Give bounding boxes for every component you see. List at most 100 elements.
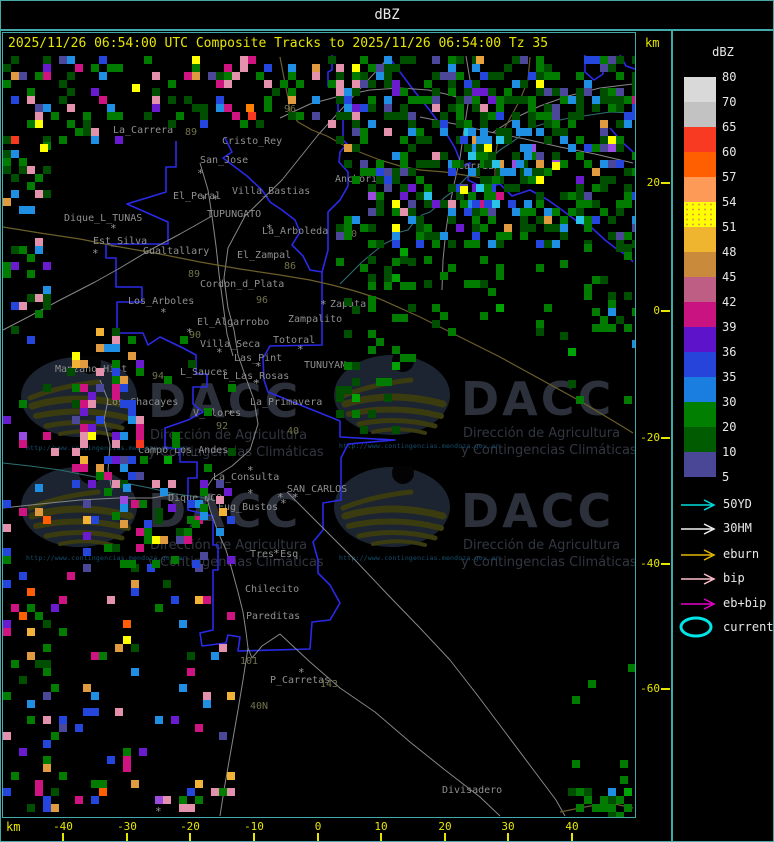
echo-pixel (80, 464, 88, 472)
echo-pixel (123, 620, 131, 628)
echo-pixel (584, 224, 592, 232)
echo-pixel (184, 528, 192, 536)
echo-pixel (296, 112, 304, 120)
echo-pixel (392, 152, 400, 160)
echo-pixel (288, 88, 296, 96)
dacc-line2: y Contingencias Climáticas (148, 555, 324, 570)
echo-pixel (3, 80, 11, 88)
echo-pixel (376, 338, 384, 346)
dacc-line2: y Contingencias Climáticas (461, 555, 635, 570)
echo-pixel (536, 216, 544, 224)
echo-pixel (88, 424, 96, 432)
echo-pixel (51, 804, 59, 812)
echo-pixel (3, 788, 11, 796)
echo-pixel (624, 788, 632, 796)
echo-pixel (408, 258, 416, 266)
echo-pixel (344, 144, 352, 152)
echo-pixel (11, 136, 19, 144)
echo-pixel (344, 330, 352, 338)
echo-pixel (248, 112, 256, 120)
echo-pixel (432, 200, 440, 208)
echo-pixel (59, 96, 67, 104)
echo-pixel (376, 208, 384, 216)
echo-pixel (504, 96, 512, 104)
dacc-line1: Dirección de Agricultura (150, 428, 308, 443)
echo-pixel (552, 162, 560, 170)
echo-pixel (440, 72, 448, 80)
echo-pixel (536, 168, 544, 176)
echo-pixel (552, 128, 560, 136)
echo-pixel (600, 208, 608, 216)
echo-pixel (536, 64, 544, 72)
echo-pixel (336, 232, 344, 240)
town-marker: * (92, 247, 99, 260)
echo-pixel (152, 560, 160, 568)
echo-pixel (83, 120, 91, 128)
echo-pixel (560, 224, 568, 232)
echo-pixel (400, 248, 408, 256)
echo-pixel (628, 664, 635, 672)
echo-pixel (484, 144, 492, 152)
echo-pixel (352, 144, 360, 152)
dacc-wordmark: DACC (461, 372, 615, 426)
echo-pixel (155, 716, 163, 724)
echo-pixel (115, 64, 123, 72)
place-label: Tres_Esq (250, 549, 299, 560)
echo-pixel (536, 192, 544, 200)
town-marker: * (186, 326, 193, 339)
echo-pixel (136, 360, 144, 368)
echo-pixel (352, 176, 360, 184)
echo-pixel (160, 536, 168, 544)
echo-pixel (368, 410, 376, 418)
echo-pixel (528, 144, 536, 152)
echo-pixel (360, 56, 368, 64)
scale-swatch (684, 277, 716, 302)
echo-pixel (35, 238, 43, 246)
echo-pixel (43, 166, 51, 174)
echo-pixel (392, 232, 400, 240)
echo-pixel (376, 378, 384, 386)
echo-pixel (164, 376, 172, 384)
echo-pixel (568, 192, 576, 200)
echo-pixel (496, 104, 504, 112)
echo-pixel (288, 72, 296, 80)
echo-pixel (352, 378, 360, 386)
echo-pixel (592, 276, 600, 284)
road-number-label: 101 (240, 656, 259, 667)
echo-pixel (88, 400, 96, 408)
echo-pixel (96, 416, 104, 424)
echo-pixel (123, 636, 131, 644)
echo-pixel (512, 112, 520, 120)
echo-pixel (472, 208, 480, 216)
echo-pixel (99, 72, 107, 80)
echo-pixel (524, 152, 532, 160)
town-marker: * (227, 408, 234, 421)
echo-pixel (440, 120, 448, 128)
echo-pixel (440, 128, 448, 136)
echo-pixel (91, 780, 99, 788)
echo-pixel (3, 150, 11, 158)
echo-pixel (19, 508, 27, 516)
echo-pixel (384, 184, 392, 192)
echo-pixel (600, 804, 608, 812)
echo-pixel (400, 184, 408, 192)
right-axis-label: 0 (653, 304, 660, 317)
echo-pixel (155, 516, 163, 524)
town-marker: * (160, 306, 167, 319)
echo-pixel (3, 620, 11, 628)
echo-pixel (107, 596, 115, 604)
echo-pixel (480, 280, 488, 288)
echo-pixel (608, 96, 616, 104)
echo-pixel (576, 136, 584, 144)
echo-pixel (632, 224, 635, 232)
echo-pixel (187, 668, 195, 676)
echo-pixel (448, 200, 456, 208)
road-number-label: 89 (185, 127, 198, 138)
echo-pixel (59, 628, 67, 636)
echo-pixel (536, 264, 544, 272)
bottom-axis-label: 30 (501, 820, 515, 833)
echo-pixel (203, 700, 211, 708)
echo-pixel (448, 80, 456, 88)
echo-pixel (576, 788, 584, 796)
echo-pixel (624, 244, 632, 252)
